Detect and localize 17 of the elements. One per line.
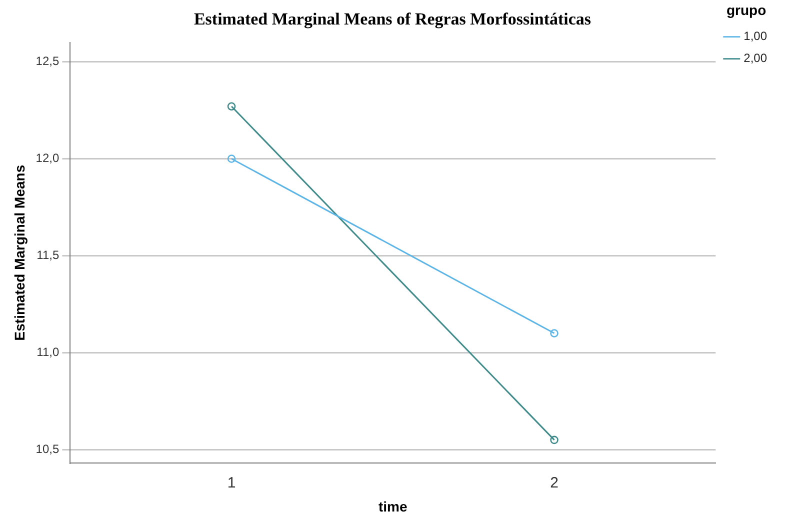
y-axis-title: Estimated Marginal Means — [11, 164, 28, 341]
point — [550, 436, 558, 444]
y-tick-label: 12,0 — [36, 151, 60, 166]
chart-title: Estimated Marginal Means of Regras Morfossintáticas — [194, 10, 592, 29]
x-tick-label: 2 — [550, 474, 558, 492]
legend-title: grupo — [726, 2, 766, 18]
y-tick-label: 10,5 — [36, 442, 60, 456]
x-tick-label: 1 — [227, 474, 236, 492]
y-tick-label: 11,5 — [36, 248, 60, 262]
point — [227, 154, 236, 163]
y-tick-label: 12,5 — [36, 54, 60, 68]
y-tick-label: 11,0 — [36, 344, 60, 359]
legend-label: 2,00 — [744, 51, 768, 66]
point — [550, 329, 558, 338]
x-axis-title: time — [378, 498, 408, 514]
point — [227, 102, 236, 111]
legend-label: 1,00 — [744, 29, 768, 44]
